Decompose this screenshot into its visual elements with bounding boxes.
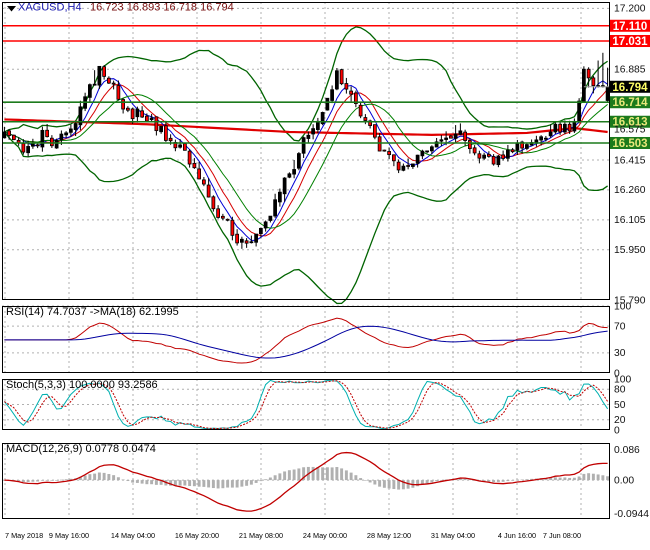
svg-text:16.885: 16.885 xyxy=(614,65,646,76)
svg-text:16.415: 16.415 xyxy=(614,155,646,166)
svg-text:16.503: 16.503 xyxy=(612,138,647,150)
svg-text:31 May 04:00: 31 May 04:00 xyxy=(431,531,475,540)
svg-text:70: 70 xyxy=(614,321,626,332)
svg-text:16.723 16.893 16.718 16.794: 16.723 16.893 16.718 16.794 xyxy=(90,2,234,14)
svg-text:Stoch(5,3,3) 100.0000 93.2586: Stoch(5,3,3) 100.0000 93.2586 xyxy=(6,379,158,391)
svg-text:4 Jun 16:00: 4 Jun 16:00 xyxy=(498,531,536,540)
svg-text:9 May 16:00: 9 May 16:00 xyxy=(49,531,89,540)
svg-text:17.110: 17.110 xyxy=(613,21,648,33)
svg-text:16.105: 16.105 xyxy=(614,215,646,226)
svg-text:0.086: 0.086 xyxy=(614,445,640,456)
svg-text:80: 80 xyxy=(614,385,626,396)
svg-text:16.260: 16.260 xyxy=(614,185,646,196)
svg-text:15.950: 15.950 xyxy=(614,245,646,256)
svg-text:16.714: 16.714 xyxy=(612,97,648,109)
svg-text:30: 30 xyxy=(614,348,626,359)
svg-text:14 May 04:00: 14 May 04:00 xyxy=(111,531,155,540)
svg-text:28 May 12:00: 28 May 12:00 xyxy=(367,531,411,540)
svg-text:XAGUSD,H4: XAGUSD,H4 xyxy=(18,2,82,14)
svg-text:7 Jun 08:00: 7 Jun 08:00 xyxy=(543,531,581,540)
svg-text:17.200: 17.200 xyxy=(614,4,646,15)
svg-text:16.575: 16.575 xyxy=(614,124,646,135)
svg-text:50: 50 xyxy=(614,400,626,411)
svg-text:0: 0 xyxy=(614,425,620,436)
svg-text:RSI(14) 74.7037 ->MA(18) 62.1: RSI(14) 74.7037 ->MA(18) 62.1995 xyxy=(6,306,179,318)
svg-text:16.794: 16.794 xyxy=(612,82,648,94)
svg-text:0.00: 0.00 xyxy=(614,475,634,486)
svg-text:24 May 00:00: 24 May 00:00 xyxy=(303,531,347,540)
svg-text:21 May 08:00: 21 May 08:00 xyxy=(239,531,283,540)
svg-text:16 May 20:00: 16 May 20:00 xyxy=(175,531,219,540)
svg-text:100: 100 xyxy=(614,301,631,312)
svg-text:7 May 2018: 7 May 2018 xyxy=(5,531,43,540)
svg-text:MACD(12,26,9) 0.0778 0.0474: MACD(12,26,9) 0.0778 0.0474 xyxy=(6,443,156,455)
svg-text:17.031: 17.031 xyxy=(612,36,648,48)
svg-text:-0.0944: -0.0944 xyxy=(614,509,649,520)
